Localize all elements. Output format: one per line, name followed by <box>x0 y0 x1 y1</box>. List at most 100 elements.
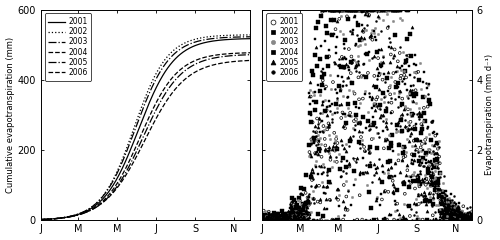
2003 <box>397 68 405 72</box>
2004 <box>452 212 460 216</box>
2002 <box>430 188 438 192</box>
2006 <box>269 51 275 54</box>
2004 <box>480 218 488 222</box>
2001 <box>265 210 273 214</box>
2003 <box>266 217 274 221</box>
2002 <box>289 210 297 213</box>
2006 <box>268 218 276 222</box>
2004 <box>311 37 319 41</box>
2004 <box>350 128 358 132</box>
2003 <box>435 139 443 143</box>
2005 <box>361 218 369 222</box>
2002 <box>464 218 471 222</box>
2003 <box>282 216 290 220</box>
2005 <box>298 205 306 209</box>
2001 <box>315 184 323 188</box>
2005 <box>367 33 375 37</box>
2001 <box>268 216 276 220</box>
2004 <box>467 212 475 216</box>
2001 <box>276 214 284 218</box>
2004 <box>432 132 440 136</box>
2002 <box>418 95 426 99</box>
2003 <box>284 215 292 218</box>
2003 <box>486 214 494 218</box>
2004 <box>296 216 304 219</box>
2004 <box>320 39 328 43</box>
2005 <box>397 129 405 133</box>
2001 <box>398 97 406 101</box>
2001 <box>466 217 474 221</box>
2005 <box>477 217 485 221</box>
2006 <box>408 88 416 92</box>
2006 <box>394 105 402 109</box>
2001 <box>278 217 286 221</box>
2004 <box>330 32 338 36</box>
2005 <box>284 209 292 212</box>
2001 <box>448 218 456 222</box>
2005 <box>380 189 388 193</box>
2004 <box>356 173 364 176</box>
2006 <box>392 97 400 101</box>
2001 <box>328 8 336 12</box>
2006 <box>350 123 358 126</box>
2003 <box>316 93 324 97</box>
2001 <box>420 195 428 199</box>
2002 <box>275 217 283 221</box>
2004 <box>288 211 296 215</box>
2001 <box>424 105 432 108</box>
2005 <box>430 183 438 186</box>
2005 <box>374 14 382 18</box>
2003 <box>467 218 475 222</box>
2005 <box>294 204 302 208</box>
2001 <box>440 213 448 217</box>
2002 <box>416 114 424 118</box>
2005 <box>362 170 370 174</box>
2006 <box>476 218 484 222</box>
2003 <box>374 32 382 36</box>
2005 <box>344 64 351 68</box>
2003 <box>316 136 324 140</box>
2004 <box>270 218 278 222</box>
2002 <box>472 215 480 219</box>
2003 <box>442 218 450 222</box>
2006 <box>341 122 349 126</box>
2002 <box>348 8 356 12</box>
2004 <box>337 175 345 179</box>
2003 <box>418 180 426 184</box>
2001 <box>346 111 354 115</box>
2001 <box>302 191 310 195</box>
2005 <box>340 146 348 150</box>
2003 <box>311 162 319 166</box>
2004 <box>419 80 427 84</box>
2005 <box>280 218 287 222</box>
2003 <box>412 101 420 104</box>
2004 <box>415 175 423 179</box>
2002 <box>481 214 489 218</box>
2006 <box>455 207 463 211</box>
2005 <box>425 192 433 195</box>
2006 <box>294 203 302 206</box>
2005 <box>368 96 376 99</box>
2002 <box>468 218 475 222</box>
2005 <box>438 215 446 219</box>
2001 <box>449 207 457 210</box>
2002 <box>382 8 390 12</box>
2006 <box>484 218 492 222</box>
2001 <box>430 162 438 166</box>
2002 <box>346 8 354 12</box>
2002 <box>407 54 415 58</box>
2002 <box>264 215 272 219</box>
2003 <box>86 209 92 212</box>
2004 <box>411 53 419 57</box>
2003 <box>484 216 492 220</box>
2005 <box>320 72 328 76</box>
2003 <box>282 218 290 222</box>
2002 <box>292 216 300 219</box>
2004 <box>454 207 462 211</box>
2006 <box>374 104 382 108</box>
2004 <box>310 90 318 94</box>
2002 <box>326 8 334 12</box>
2005 <box>429 217 437 221</box>
2003 <box>395 91 403 95</box>
2003 <box>460 216 468 220</box>
